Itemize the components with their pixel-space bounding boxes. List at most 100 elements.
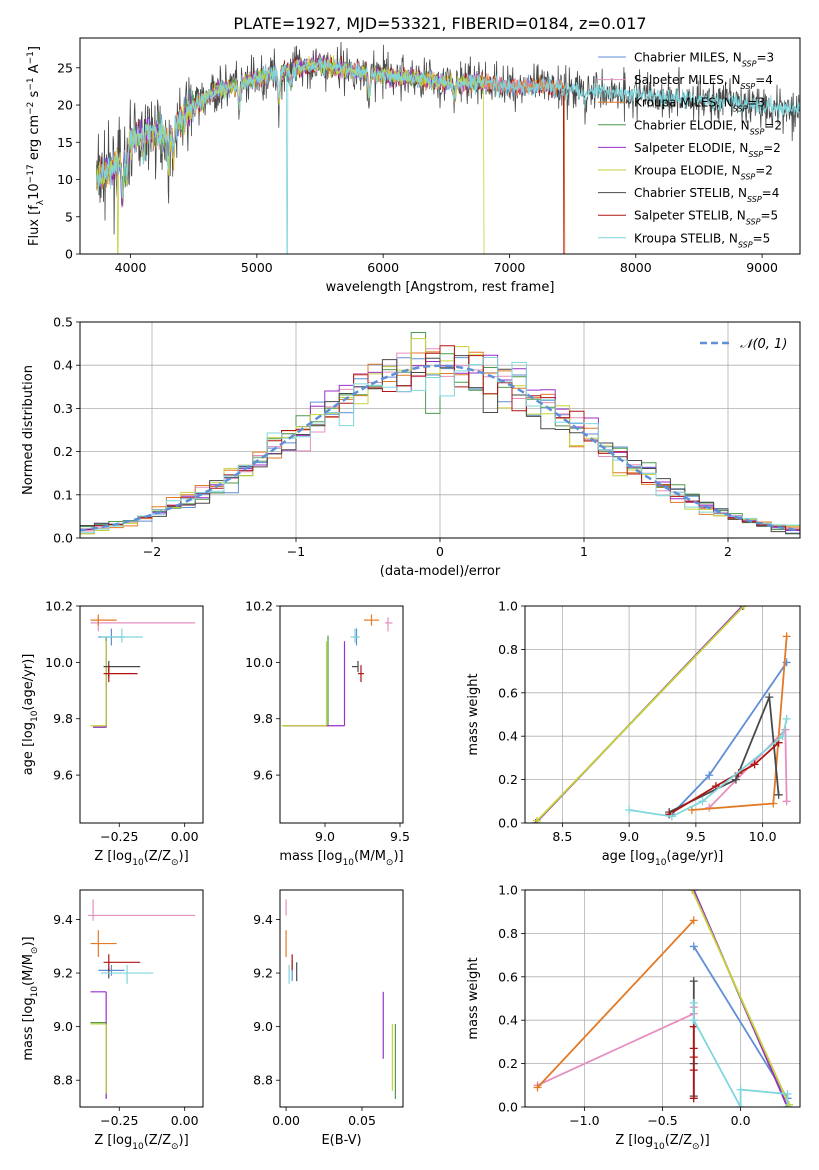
x-tick-label: 9.0 bbox=[315, 829, 335, 844]
errorbar-point bbox=[284, 641, 346, 727]
weight-marker bbox=[689, 1053, 698, 1062]
weight-marker bbox=[738, 606, 747, 610]
y-tick-label: 1.0 bbox=[498, 599, 518, 614]
weight-series-kroupa-elodie bbox=[691, 890, 790, 1106]
plot-area-residuals bbox=[80, 332, 800, 537]
y-tick-label: 0.2 bbox=[498, 1056, 518, 1071]
y-tick-label: 0.4 bbox=[53, 358, 73, 373]
weight-marker bbox=[785, 1100, 794, 1107]
y-tick-label: 9.4 bbox=[253, 912, 273, 927]
y-tick-label: 0.6 bbox=[498, 685, 518, 700]
y-tick-label: 15 bbox=[57, 135, 73, 150]
axes-frame bbox=[79, 321, 801, 539]
y-tick-label: 1.0 bbox=[498, 883, 518, 898]
y-tick-label: 9.2 bbox=[253, 966, 273, 981]
normal-curve bbox=[80, 364, 800, 532]
legend-label: Chabrier MILES, NSSP=3 bbox=[634, 51, 774, 69]
axes-weight-vs-Z: −1.0 −0.5 0.0 0.0 0.2 0.4 0.6 0.8 1.0 Z [log10(Z/… bbox=[466, 883, 801, 1152]
errorbar-point bbox=[93, 642, 107, 728]
x-tick-label: 0.00 bbox=[272, 1113, 300, 1128]
y-axis-label: age [log10(age/yr)] bbox=[21, 654, 40, 776]
errorbar-point bbox=[90, 1023, 107, 1094]
x-tick-label: 10.0 bbox=[749, 829, 777, 844]
x-tick-label: 0.0 bbox=[731, 1113, 751, 1128]
weight-marker bbox=[533, 816, 542, 823]
x-tick-label: 4000 bbox=[115, 260, 147, 275]
y-tick-label: 10.2 bbox=[245, 599, 273, 614]
errorbar-point bbox=[87, 899, 196, 921]
x-tick-label: −1.0 bbox=[569, 1113, 599, 1128]
x-tick-label: 1 bbox=[580, 544, 588, 559]
x-tick-label: 7000 bbox=[494, 260, 526, 275]
weight-marker bbox=[778, 732, 787, 741]
x-axis-label: E(B-V) bbox=[321, 1133, 361, 1148]
weight-marker bbox=[765, 693, 774, 702]
y-tick-label: 0.2 bbox=[53, 444, 73, 459]
weight-marker bbox=[782, 797, 791, 806]
weight-marker bbox=[625, 805, 634, 814]
legend-label: Salpeter STELIB, NSSP=5 bbox=[634, 209, 778, 227]
errorbar-point bbox=[281, 641, 328, 727]
x-tick-label: 8000 bbox=[620, 260, 652, 275]
legend-normal-label: 𝒩(0, 1) bbox=[740, 337, 787, 352]
errorbar-point bbox=[90, 991, 107, 1099]
weight-marker bbox=[689, 1094, 698, 1103]
x-tick-label: −1 bbox=[287, 544, 305, 559]
histogram-kroupa-stelib bbox=[80, 357, 800, 535]
spectrum-series-kroupa-stelib bbox=[96, 57, 800, 254]
legend-label: Kroupa ELODIE, NSSP=2 bbox=[634, 164, 773, 182]
y-tick-label: 0.4 bbox=[498, 1013, 518, 1028]
y-tick-label: 0.3 bbox=[53, 401, 73, 416]
plot-area-age-vs-mass bbox=[281, 614, 393, 727]
y-tick-label: 0.0 bbox=[498, 1100, 518, 1115]
errorbar-point bbox=[90, 930, 117, 957]
axes-frame bbox=[79, 605, 204, 824]
x-tick-label: 6000 bbox=[367, 260, 399, 275]
weight-marker bbox=[688, 890, 697, 894]
errorbar-point bbox=[103, 954, 141, 971]
axes-frame bbox=[279, 605, 404, 824]
errorbar-point bbox=[385, 617, 393, 632]
weight-marker bbox=[689, 998, 698, 1007]
y-axis-label: mass [log10(M/M⊙)] bbox=[21, 936, 40, 1060]
errorbar-point bbox=[90, 614, 117, 626]
weight-marker bbox=[782, 714, 791, 723]
axes-age-vs-Z: −0.25 0.00 9.6 9.8 10.0 10.2 Z [log10(Z/Z⊙)] ag… bbox=[21, 599, 204, 868]
errorbar-point bbox=[283, 635, 329, 727]
x-tick-label: 0 bbox=[436, 544, 444, 559]
weight-marker bbox=[689, 1016, 698, 1025]
x-axis-label: mass [log10(M/M⊙)] bbox=[279, 849, 403, 868]
plot-area-weight-vs-Z bbox=[533, 890, 794, 1107]
weight-marker bbox=[783, 1089, 792, 1098]
x-tick-label: −0.25 bbox=[100, 829, 138, 844]
legend-spectrum: Chabrier MILES, NSSP=3 Salpeter MILES, NS… bbox=[598, 51, 782, 249]
y-tick-label: 10.0 bbox=[45, 655, 73, 670]
x-tick-label: 5000 bbox=[241, 260, 273, 275]
y-tick-label: 5 bbox=[65, 209, 73, 224]
weight-marker bbox=[667, 812, 676, 821]
y-tick-label: 9.8 bbox=[53, 711, 73, 726]
x-axis-label: Z [log10(Z/Z⊙)] bbox=[615, 1133, 709, 1152]
y-tick-label: 9.0 bbox=[253, 1019, 273, 1034]
axes-weight-vs-age: 8.5 9.0 9.5 10.0 0.0 0.2 0.4 0.6 0.8 1.0 age [log1… bbox=[466, 599, 801, 868]
axes-frame bbox=[524, 889, 801, 1108]
y-axis-label: Flux [fλ10−17 erg cm−2 s−1 A−1] bbox=[26, 46, 46, 246]
y-tick-label: 0 bbox=[65, 247, 73, 262]
x-tick-label: 9000 bbox=[746, 260, 778, 275]
y-tick-label: 10.0 bbox=[245, 655, 273, 670]
weight-marker bbox=[731, 775, 740, 784]
x-tick-label: 9.0 bbox=[619, 829, 639, 844]
x-tick-label: 0.00 bbox=[171, 1113, 199, 1128]
legend-label: Kroupa MILES, NSSP=3 bbox=[634, 96, 765, 114]
weight-marker bbox=[736, 1085, 745, 1094]
y-tick-label: 0.0 bbox=[53, 531, 73, 546]
plot-area-weight-vs-age bbox=[531, 606, 791, 823]
weight-marker bbox=[782, 632, 791, 641]
plot-area-mass-vs-ebv bbox=[285, 899, 397, 1099]
y-tick-label: 8.8 bbox=[53, 1073, 73, 1088]
legend-label: Salpeter MILES, NSSP=4 bbox=[634, 73, 773, 91]
y-axis-label: Normed distribution bbox=[21, 365, 36, 495]
y-tick-label: 9.0 bbox=[53, 1019, 73, 1034]
legend-label: Kroupa STELIB, NSSP=5 bbox=[634, 231, 770, 249]
plot-area-age-vs-Z bbox=[90, 614, 196, 728]
